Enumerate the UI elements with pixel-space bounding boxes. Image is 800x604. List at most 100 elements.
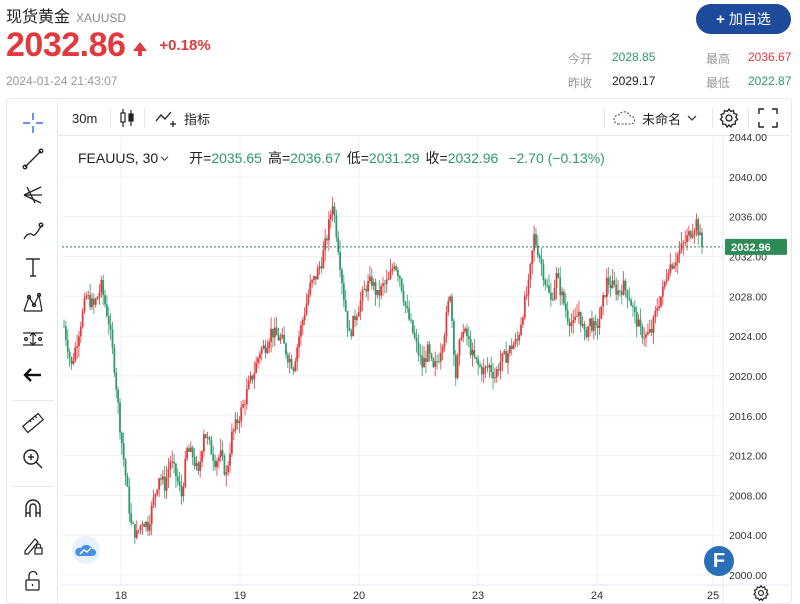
tradingview-logo[interactable] [72, 536, 100, 564]
candle-body [576, 316, 578, 317]
add-watchlist-label: 加自选 [728, 11, 771, 27]
candle-body [201, 451, 203, 462]
candle-body [572, 320, 575, 324]
candle-body [591, 318, 593, 331]
indicators-label: 指标 [184, 111, 211, 127]
candle-body [346, 311, 349, 328]
candle-body [251, 375, 254, 380]
time-tick-label: 24 [591, 590, 603, 602]
candle-body [339, 252, 341, 271]
legend-symbol[interactable]: FEAUUS, 30 [78, 150, 159, 166]
add-watchlist-button[interactable]: + 加自选 [696, 4, 791, 34]
toolbar-divider [12, 400, 54, 401]
time-tick-label: 20 [353, 590, 365, 602]
magnet-tool[interactable] [20, 496, 46, 522]
candle-body [300, 325, 302, 337]
candle-body [436, 361, 438, 362]
candle-body [568, 321, 571, 327]
candle-body [581, 324, 584, 326]
candle-body [66, 339, 69, 352]
lock-drawings-tool[interactable] [20, 532, 46, 558]
candle-body [199, 461, 202, 471]
candle-body [669, 264, 672, 274]
candle-body [135, 530, 138, 538]
candle-body [508, 345, 511, 354]
ruler-tool[interactable] [20, 410, 46, 436]
price-tick-label: 2016.00 [729, 411, 767, 423]
text-tool[interactable] [20, 254, 46, 280]
lock-tool[interactable] [20, 568, 46, 594]
candle-body [328, 219, 330, 241]
candle-body [488, 365, 491, 368]
trendline-tool[interactable] [20, 146, 46, 172]
back-tool[interactable] [20, 362, 46, 388]
candle-body [158, 478, 161, 490]
candle-body [374, 282, 377, 295]
candle-body [622, 280, 625, 295]
candle-body [383, 283, 386, 285]
chart-type-button[interactable] [118, 100, 136, 136]
candle-body [458, 339, 461, 356]
crosshair-tool[interactable] [20, 110, 46, 136]
chart-toolbar: 30m 指标 未命名 [58, 100, 790, 136]
candle-body [225, 472, 228, 475]
stat-open: 今开 [568, 52, 593, 66]
last-price-label-bg [725, 238, 787, 255]
candle-body [329, 214, 332, 220]
candle-body [594, 321, 597, 326]
candle-body [288, 358, 291, 363]
zoom-tool[interactable] [20, 446, 46, 472]
candle-body [518, 334, 521, 341]
brush-tool[interactable] [20, 218, 46, 244]
time-tick-label: 19 [234, 590, 246, 602]
candle-body [70, 357, 73, 364]
candle-body [619, 290, 621, 292]
candle-body [654, 310, 657, 318]
candle-body [630, 299, 633, 306]
axis-settings-icon[interactable] [752, 584, 770, 602]
candle-body [598, 318, 601, 328]
layout-menu[interactable]: 未命名 [612, 100, 697, 136]
candle-body [264, 345, 267, 354]
interval-selector[interactable]: 30m [72, 110, 98, 126]
candle-body [307, 294, 310, 304]
price-tick-label: 2024.00 [729, 331, 767, 343]
candle-body [620, 291, 623, 295]
candle-body [527, 279, 530, 295]
candle-body [570, 323, 573, 327]
candle-body [341, 270, 343, 284]
fib-tool[interactable] [20, 182, 46, 208]
candle-body [410, 319, 412, 321]
candle-body [587, 326, 590, 338]
candle-body [510, 345, 513, 349]
chevron-down-icon[interactable] [160, 155, 169, 162]
candle-body [417, 342, 420, 355]
price-axis: 2044.002040.002036.002032.002028.002024.… [722, 132, 767, 602]
candle-body [514, 339, 517, 345]
candle-body [193, 457, 196, 466]
measure-range-tool[interactable] [20, 326, 46, 352]
pattern-tool[interactable] [20, 290, 46, 316]
candle-body [520, 324, 522, 335]
pencil-lock-icon [24, 538, 43, 555]
candle-body [270, 328, 272, 342]
candle-body [656, 308, 659, 311]
price-tick-label: 2000.00 [729, 570, 767, 582]
legend-change: −2.70 (−0.13%) [508, 150, 605, 166]
candle-body [676, 254, 679, 263]
candle-body [406, 306, 409, 309]
candle-body [499, 361, 502, 371]
candle-body [361, 290, 364, 301]
fullscreen-button[interactable] [758, 100, 778, 136]
settings-button[interactable] [718, 100, 740, 136]
candle-body [283, 334, 286, 344]
text-icon [26, 258, 40, 277]
pitchfork-icon [23, 186, 42, 204]
candle-body [309, 282, 312, 295]
indicators-button[interactable]: 指标 [154, 100, 210, 136]
candle-body [482, 368, 485, 375]
candle-body [536, 245, 539, 256]
candle-body [244, 404, 246, 405]
candle-body [430, 353, 433, 359]
